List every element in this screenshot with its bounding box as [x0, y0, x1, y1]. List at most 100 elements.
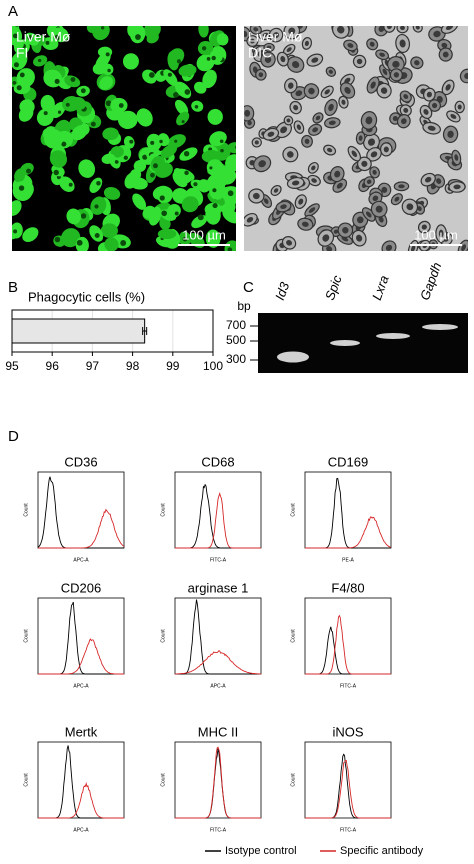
legend-label: Specific antibody	[340, 845, 424, 857]
cell-nucleus	[382, 68, 388, 76]
cell-nucleus	[247, 120, 252, 126]
cell-spot	[227, 190, 234, 197]
cell-spot	[18, 185, 25, 191]
cell-nucleus	[426, 91, 432, 98]
cell-spot	[161, 210, 167, 217]
bar	[11, 318, 146, 344]
cell	[36, 108, 54, 126]
histogram-curve	[175, 599, 261, 675]
x-axis-label: FITC-A	[210, 557, 227, 563]
cell-spot	[114, 160, 119, 164]
cell-nucleus	[288, 82, 294, 89]
image-label: Liver Mø	[16, 29, 71, 45]
cell	[22, 227, 39, 242]
cell-spot	[220, 148, 224, 153]
cell-nucleus	[457, 104, 462, 110]
cell-nucleus	[280, 126, 288, 134]
cell-nucleus	[454, 154, 459, 161]
cell-spot	[80, 88, 86, 94]
cell-nucleus	[262, 32, 269, 37]
cell-nucleus	[328, 103, 334, 112]
cell	[207, 108, 223, 125]
cell-nucleus	[308, 87, 315, 95]
cell-nucleus	[308, 207, 316, 213]
x-tick-label: 97	[86, 359, 100, 373]
x-tick-label: 98	[126, 359, 140, 373]
cell	[173, 168, 186, 184]
cell-nucleus	[378, 26, 385, 32]
cell-spot	[61, 141, 67, 147]
cell-spot	[193, 182, 198, 187]
cell-spot	[235, 145, 236, 149]
x-axis-label: APC-A	[210, 683, 226, 689]
cell-nucleus	[333, 229, 339, 234]
cell-spot	[159, 139, 163, 144]
cell-nucleus	[244, 30, 248, 38]
lane-label: Spic	[322, 273, 345, 302]
cell-spot	[182, 236, 188, 242]
cell	[127, 26, 138, 38]
cell	[202, 69, 217, 89]
cell-nucleus	[301, 221, 309, 227]
cell-nucleus	[311, 178, 317, 183]
cell-nucleus	[312, 127, 318, 133]
y-axis-label: Count	[290, 503, 296, 517]
cell-spot	[53, 169, 59, 176]
cell	[174, 99, 189, 116]
cell-spot	[76, 239, 83, 246]
panel-label: A	[8, 3, 18, 20]
cell-nucleus	[415, 26, 420, 30]
cell	[206, 159, 224, 177]
gel-band	[330, 340, 360, 346]
cell-spot	[174, 139, 178, 143]
cell	[66, 208, 81, 225]
cell-nucleus	[392, 60, 400, 68]
chart-title: Phagocytic cells (%)	[28, 289, 145, 304]
cell-nucleus	[286, 240, 293, 246]
cell-nucleus	[351, 150, 358, 157]
cell-nucleus	[421, 224, 427, 230]
cell-nucleus	[344, 77, 351, 84]
cells	[12, 26, 236, 251]
histograms: CD36 Count APC-A CD68 Count FITC-A CD169 Count P…	[23, 454, 392, 833]
cell	[205, 229, 221, 248]
cell-nucleus	[264, 56, 272, 63]
gel-band	[422, 324, 458, 330]
histogram-frame	[174, 597, 262, 675]
cell	[157, 228, 177, 240]
cell-nucleus	[356, 58, 363, 65]
cell-nucleus	[341, 236, 349, 242]
cell	[59, 176, 75, 193]
cell	[117, 110, 138, 129]
cell-spot	[107, 68, 111, 73]
cell-nucleus	[414, 60, 420, 66]
cell-spot	[13, 62, 19, 68]
cell	[136, 108, 153, 127]
cell-nucleus	[369, 41, 375, 47]
cell-spot	[68, 182, 73, 187]
cell-nucleus	[394, 196, 400, 202]
cell-nucleus	[393, 72, 400, 78]
cell-nucleus	[425, 176, 432, 183]
histogram-title: CD36	[64, 454, 97, 469]
image-mode: FI	[16, 45, 28, 61]
cell-nucleus	[399, 39, 406, 48]
cell-nucleus	[358, 135, 363, 141]
cell	[18, 105, 34, 122]
cell-nucleus	[315, 115, 321, 121]
error-bar	[142, 327, 148, 335]
x-axis-label: FITC-A	[340, 683, 357, 689]
cell	[102, 127, 119, 141]
cell-nucleus	[286, 118, 291, 123]
cell-nucleus	[336, 182, 343, 189]
cell-spot	[94, 204, 99, 209]
cell-spot	[90, 121, 96, 127]
cell-spot	[57, 110, 62, 114]
histogram-curve	[38, 782, 124, 819]
cells	[244, 26, 468, 251]
cell-spot	[167, 72, 172, 77]
cell-nucleus	[258, 72, 264, 78]
cell-nucleus	[267, 131, 275, 137]
cell-nucleus	[263, 198, 269, 204]
